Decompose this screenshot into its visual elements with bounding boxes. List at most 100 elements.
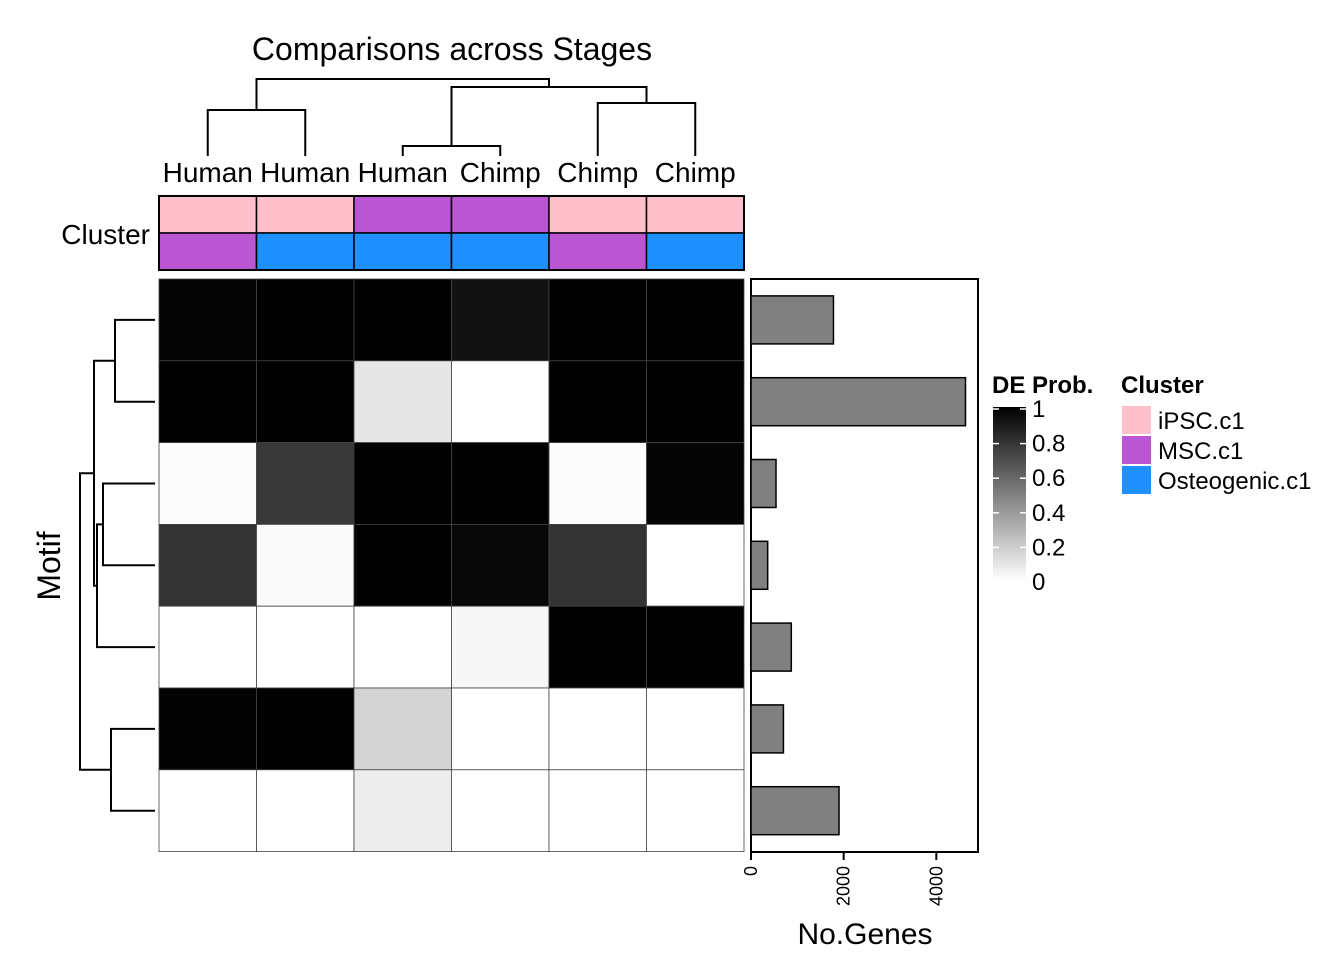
heatmap-cell	[548, 605, 647, 689]
heatmap-cell	[158, 687, 257, 771]
dendrogram-branch	[96, 523, 155, 649]
colorbar-tick-label: 0.2	[1032, 534, 1065, 561]
cluster-annotation-cell	[450, 232, 550, 271]
gene-count-bar	[750, 622, 793, 672]
cluster-legend: Cluster iPSC.c1 MSC.c1 Osteogenic.c1	[1121, 372, 1311, 495]
de-prob-colorbar	[993, 407, 1026, 581]
heatmap-cell	[646, 687, 745, 771]
de-prob-legend: DE Prob. 1 0.8 0.6 0.4 0.2 0	[992, 372, 1093, 596]
cluster-annotation-cell	[353, 195, 453, 234]
heatmap-cell	[353, 524, 452, 607]
cluster-annotation-cell	[548, 195, 648, 234]
heatmap-cell	[256, 442, 355, 525]
bar-x-axis-title: No.Genes	[797, 918, 932, 951]
dendrogram-branch	[114, 318, 155, 403]
heatmap-cell	[646, 442, 745, 525]
cluster-legend-swatch	[1122, 466, 1151, 494]
heatmap-cell	[158, 360, 257, 443]
annotation-frame	[158, 195, 745, 271]
gene-count-bar	[750, 704, 785, 754]
dendrogram-branch	[450, 86, 648, 146]
de-prob-legend-title: DE Prob.	[992, 372, 1093, 399]
cluster-annotation-tracks	[158, 195, 745, 271]
heatmap-cell	[158, 442, 257, 525]
heatmap-cell	[548, 687, 647, 771]
cluster-legend-swatch	[1122, 436, 1151, 464]
gene-count-bar	[750, 295, 835, 345]
heatmap-cell	[353, 769, 452, 852]
heatmap-cell	[353, 687, 452, 771]
cluster-annotation-cell	[158, 195, 258, 234]
dendrogram-branch	[206, 109, 307, 156]
heatmap-cell	[256, 278, 355, 362]
dendrogram-branch	[596, 102, 697, 156]
heatmap-cell	[256, 687, 355, 771]
heatmap-cell	[256, 524, 355, 607]
heatmap-cell	[158, 605, 257, 689]
heatmap-cell	[451, 278, 550, 362]
heatmap-cell	[451, 605, 550, 689]
cluster-annotation-cell	[158, 232, 258, 271]
heatmap-cell	[158, 769, 257, 852]
heatmap-cell	[256, 360, 355, 443]
heatmap-cell	[158, 278, 257, 362]
cluster-annotation-cell	[255, 195, 355, 234]
colorbar-tick-label: 0.8	[1032, 431, 1065, 458]
dendrogram-branch	[255, 78, 550, 110]
column-label: Human	[260, 157, 350, 188]
colorbar-tick-label: 0.4	[1032, 500, 1065, 527]
colorbar-tick-label: 0	[1032, 569, 1045, 596]
column-label: Chimp	[460, 157, 541, 188]
cluster-legend-swatch	[1122, 406, 1151, 434]
heatmap-cell	[646, 278, 745, 362]
cluster-legend-title: Cluster	[1121, 372, 1204, 399]
heatmap-cell	[548, 360, 647, 443]
cluster-legend-label: iPSC.c1	[1158, 408, 1245, 435]
cluster-legend-label: MSC.c1	[1158, 438, 1243, 465]
heatmap-cell	[256, 769, 355, 852]
dendrogram-branch	[79, 472, 111, 771]
column-labels: Human Human Human Chimp Chimp Chimp	[163, 157, 736, 188]
heatmap-cell	[646, 769, 745, 852]
heatmap-cell	[353, 605, 452, 689]
heatmap-cell	[548, 524, 647, 607]
heatmap-cell	[646, 524, 745, 607]
dendrogram-branch	[401, 145, 502, 156]
column-label: Chimp	[557, 157, 638, 188]
bar-x-tick-label: 2000	[834, 866, 854, 906]
bar-x-tick-label: 0	[741, 866, 761, 876]
bar-panel-frame	[750, 278, 979, 853]
cluster-annotation-cell	[548, 232, 648, 271]
heatmap-cell	[451, 524, 550, 607]
gene-count-bar	[750, 540, 769, 591]
heatmap-cell	[451, 360, 550, 443]
heatmap-cell	[548, 769, 647, 852]
heatmap-cell	[646, 360, 745, 443]
column-dendrogram	[206, 78, 697, 156]
cluster-annotation-cell	[645, 232, 745, 271]
dendrogram-branch	[102, 482, 155, 567]
heatmap-cell	[353, 360, 452, 443]
gene-count-bar	[750, 785, 840, 836]
cluster-legend-label: Osteogenic.c1	[1158, 468, 1311, 495]
heatmap-cell	[646, 605, 745, 689]
gene-count-bar-chart: 0 2000 4000	[741, 278, 979, 906]
gene-count-bar	[750, 376, 967, 427]
heatmap-cell	[548, 278, 647, 362]
heatmap-cell	[256, 605, 355, 689]
row-axis-title: Motif	[31, 531, 67, 600]
bar-x-tick-label: 4000	[926, 866, 946, 906]
cluster-annotation-cell	[353, 232, 453, 271]
column-label: Human	[358, 157, 448, 188]
heatmap-cell	[353, 442, 452, 525]
colorbar-tick-label: 0.6	[1032, 465, 1065, 492]
dendrogram-branch	[110, 727, 155, 812]
gene-count-bar	[750, 458, 777, 509]
heatmap-cell	[451, 769, 550, 852]
chart-title: Comparisons across Stages	[252, 31, 652, 67]
heatmap-cell	[451, 687, 550, 771]
heatmap-cell	[158, 524, 257, 607]
colorbar-tick-label: 1	[1032, 396, 1045, 423]
heatmap-cell	[548, 442, 647, 525]
